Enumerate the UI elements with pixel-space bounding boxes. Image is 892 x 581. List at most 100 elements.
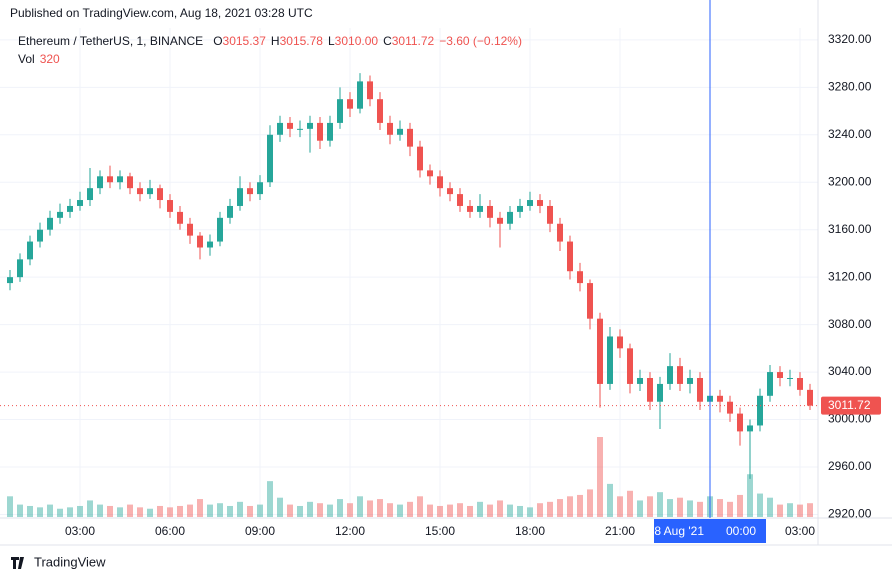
- candle-body: [637, 378, 643, 384]
- candle-body: [527, 200, 533, 206]
- candle-body: [127, 176, 133, 189]
- volume-bar: [507, 504, 513, 517]
- candle-body: [467, 205, 473, 212]
- volume-bar: [647, 496, 653, 517]
- candle-body: [117, 176, 123, 183]
- x-tick-label: 06:00: [155, 524, 185, 538]
- legend-key: L: [328, 34, 335, 48]
- volume-bar: [247, 505, 253, 517]
- x-tick-label: 15:00: [425, 524, 455, 538]
- volume-bar: [157, 505, 163, 517]
- candle-body: [137, 188, 143, 195]
- candle-body: [617, 336, 623, 349]
- candle-body: [567, 241, 573, 272]
- candle-body: [407, 128, 413, 147]
- volume-bar: [287, 504, 293, 517]
- candle-body: [587, 283, 593, 319]
- x-tick-label: 12:00: [335, 524, 365, 538]
- crosshair-date: 18 Aug '21: [648, 524, 705, 538]
- volume-bar: [717, 499, 723, 517]
- candle-body: [337, 99, 343, 123]
- candle-body: [657, 383, 663, 402]
- volume-bar: [417, 496, 423, 517]
- volume-bar: [347, 503, 353, 517]
- candle-body: [87, 188, 93, 201]
- candle-body: [427, 170, 433, 177]
- y-tick-label: 3160.00: [828, 222, 872, 236]
- candle-body: [737, 413, 743, 432]
- volume-bar: [127, 504, 133, 517]
- volume-bar: [807, 503, 813, 517]
- volume-bar: [327, 504, 333, 517]
- legend: Ethereum / TetherUS, 1, BINANCE O3015.37 H…: [18, 34, 522, 48]
- candle-body: [807, 389, 813, 406]
- volume-bar: [547, 501, 553, 517]
- y-tick-label: 2960.00: [828, 459, 872, 473]
- y-tick-label: 3200.00: [828, 174, 872, 188]
- candle-body: [667, 366, 673, 384]
- volume-bar: [117, 507, 123, 517]
- candle-body: [597, 318, 603, 384]
- candle-body: [237, 188, 243, 206]
- last-price-label: 3011.72: [828, 398, 871, 412]
- candle-body: [537, 200, 543, 206]
- volume-bar: [37, 507, 43, 517]
- candle-body: [167, 200, 173, 212]
- candle-body: [397, 128, 403, 135]
- x-tick-label: 03:00: [785, 524, 815, 538]
- volume-bar: [217, 503, 223, 517]
- volume-bar: [577, 494, 583, 517]
- candle-body: [227, 205, 233, 218]
- footer-brand: TradingView: [34, 554, 106, 569]
- volume-bar: [227, 505, 233, 517]
- candle-body: [7, 277, 13, 284]
- volume-bar: [727, 501, 733, 517]
- y-tick-label: 2920.00: [828, 507, 872, 521]
- plot-background: [0, 28, 818, 518]
- candle-body: [557, 223, 563, 242]
- volume-bar: [307, 501, 313, 517]
- crosshair-time: 00:00: [726, 524, 756, 538]
- legend-symbol: Ethereum / TetherUS, 1, BINANCE: [18, 34, 203, 48]
- candle-body: [697, 378, 703, 402]
- candle-body: [497, 217, 503, 224]
- x-tick-label: 18:00: [515, 524, 545, 538]
- x-tick-label: 09:00: [245, 524, 275, 538]
- candle-body: [57, 211, 63, 218]
- candle-body: [717, 395, 723, 402]
- volume-bar: [777, 504, 783, 517]
- volume-bar: [397, 504, 403, 517]
- volume-bar: [67, 507, 73, 517]
- volume-bar: [87, 500, 93, 517]
- volume-bar: [427, 504, 433, 517]
- candle-body: [727, 401, 733, 414]
- volume-bar: [187, 504, 193, 517]
- candle-body: [247, 188, 253, 195]
- candle-body: [97, 176, 103, 189]
- volume-bar: [667, 499, 673, 517]
- volume-bar: [257, 504, 263, 517]
- candle-body: [377, 99, 383, 123]
- candle-body: [317, 122, 323, 141]
- legend-key: O: [213, 34, 222, 48]
- candle-body: [447, 188, 453, 195]
- y-tick-label: 3040.00: [828, 364, 872, 378]
- volume-bar: [467, 505, 473, 517]
- volume-bar: [337, 499, 343, 517]
- volume-bar: [367, 500, 373, 517]
- candle-body: [757, 395, 763, 426]
- y-tick-label: 3240.00: [828, 127, 872, 141]
- volume-bar: [57, 508, 63, 517]
- volume-bar: [537, 503, 543, 517]
- volume-value: 320: [40, 52, 60, 66]
- candle-body: [547, 205, 553, 224]
- volume-bar: [387, 503, 393, 517]
- volume-bar: [447, 504, 453, 517]
- volume-key: Vol: [18, 52, 35, 66]
- volume-bar: [697, 501, 703, 517]
- candle-body: [687, 378, 693, 384]
- volume-bar: [477, 501, 483, 517]
- legend-key: H: [271, 34, 280, 48]
- candle-body: [417, 146, 423, 171]
- volume-bar: [617, 496, 623, 517]
